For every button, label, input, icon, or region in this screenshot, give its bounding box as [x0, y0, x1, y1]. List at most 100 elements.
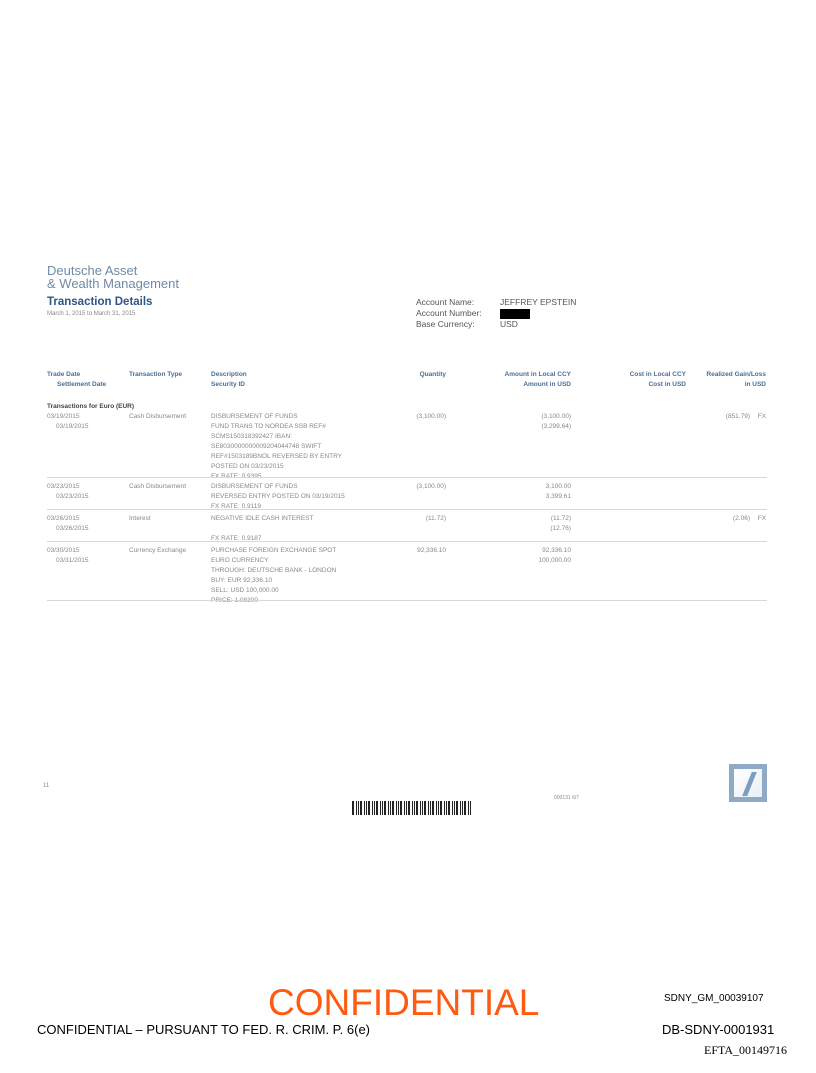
trade-date: 03/19/2015	[47, 413, 80, 420]
barcode-bar	[470, 801, 471, 815]
barcode-bar	[452, 801, 453, 815]
document-code: 000131 6/7	[554, 795, 580, 801]
page-title: Transaction Details	[47, 296, 153, 308]
col-header-description: Description Security ID	[211, 370, 247, 390]
barcode-bar	[462, 801, 463, 815]
description-line: SCMS150318392427 IBAN:	[211, 433, 292, 440]
description-line: SE8030000000009204044748 SWIFT	[211, 443, 322, 450]
amount-local: (3,100.00)	[541, 413, 571, 420]
quantity: (3,100.00)	[416, 413, 446, 420]
barcode-bar	[436, 801, 437, 815]
col-header-amount: Amount in Local CCY Amount in USD	[505, 370, 571, 390]
barcode-bar	[388, 801, 389, 815]
col-gain-line2: in USD	[744, 381, 766, 388]
barcode-bar	[376, 801, 378, 815]
row-divider	[47, 600, 767, 601]
description-line: SELL: USD 100,000.00	[211, 587, 279, 594]
barcode-bar	[424, 801, 426, 815]
barcode-bar	[352, 801, 354, 815]
barcode-bar	[356, 801, 357, 815]
section-title: Transactions for Euro (EUR)	[47, 403, 135, 410]
barcode-bar	[428, 801, 429, 815]
trade-date: 03/26/2015	[47, 515, 80, 522]
barcode-bar	[390, 801, 391, 815]
barcode-bar	[444, 801, 445, 815]
description-line: FX RATE: 0.9187	[211, 535, 262, 542]
brand-logo-text: Deutsche Asset & Wealth Management	[47, 264, 179, 290]
barcode-bar	[448, 801, 450, 815]
col-header-cost: Cost in Local CCY Cost in USD	[630, 370, 686, 390]
base-currency-label: Base Currency:	[416, 319, 475, 329]
barcode-bar	[460, 801, 461, 815]
col-description: Description	[211, 371, 247, 378]
row-divider	[47, 541, 767, 542]
barcode-bar	[440, 801, 442, 815]
settlement-date: 03/26/2015	[56, 525, 89, 532]
settlement-date: 03/31/2015	[56, 557, 89, 564]
barcode	[352, 801, 471, 815]
barcode-bar	[384, 801, 386, 815]
amount-local: (11.72)	[550, 515, 571, 522]
amount-usd: (3,299.64)	[541, 423, 571, 430]
barcode-bar	[360, 801, 362, 815]
amount-usd: 3,399.61	[545, 493, 571, 500]
col-transaction-type: Transaction Type	[129, 371, 182, 378]
realized-gain-loss: (851.79)	[725, 413, 750, 420]
settlement-date: 03/19/2015	[56, 423, 89, 430]
barcode-bar	[412, 801, 413, 815]
realized-gain-loss: (2.06)	[733, 515, 750, 522]
trade-date: 03/30/2015	[47, 547, 80, 554]
amount-local: 3,100.00	[545, 483, 571, 490]
col-settlement-date: Settlement Date	[57, 381, 107, 388]
account-number-redaction	[500, 308, 530, 319]
description-line: EURO CURRENCY	[211, 557, 269, 564]
gain-flag: FX	[757, 413, 766, 420]
transaction-type: Cash Disbursement	[129, 483, 187, 490]
barcode-bar	[400, 801, 402, 815]
col-trade-date: Trade Date	[47, 371, 81, 378]
barcode-bar	[358, 801, 359, 815]
description-line: PURCHASE FOREIGN EXCHANGE SPOT	[211, 547, 337, 554]
barcode-bar	[456, 801, 458, 815]
barcode-bar	[414, 801, 415, 815]
description-line: DISBURSEMENT OF FUNDS	[211, 413, 298, 420]
transaction-type: Interest	[129, 515, 151, 522]
settlement-date: 03/23/2015	[56, 493, 89, 500]
barcode-bar	[382, 801, 383, 815]
account-name-value: JEFFREY EPSTEIN	[500, 297, 577, 307]
barcode-bar	[398, 801, 399, 815]
bates-sdny-gm: SDNY_GM_00039107	[664, 993, 764, 1004]
barcode-bar	[380, 801, 381, 815]
col-amount-usd: Amount in USD	[523, 381, 571, 388]
gain-flag: FX	[757, 515, 766, 522]
brand-line-2: & Wealth Management	[47, 276, 179, 291]
pursuant-notice: CONFIDENTIAL – PURSUANT TO FED. R. CRIM.…	[37, 1022, 371, 1037]
transaction-type: Cash Disbursement	[129, 413, 187, 420]
description-line: FX RATE: 0.9395	[211, 472, 261, 482]
bates-db-sdny: DB-SDNY-0001931	[662, 1022, 775, 1037]
barcode-bar	[374, 801, 375, 815]
amount-local: 92,336.10	[542, 547, 571, 554]
amount-usd: 100,000.00	[538, 557, 571, 564]
barcode-bar	[422, 801, 423, 815]
barcode-bar	[364, 801, 365, 815]
quantity: 92,336.10	[417, 547, 446, 554]
quantity: (3,100.00)	[416, 483, 446, 490]
deutsche-bank-logo-icon	[729, 764, 767, 802]
base-currency-value: USD	[500, 319, 518, 329]
barcode-bar	[392, 801, 394, 815]
col-header-gain: Realized Gain/Loss in USD	[706, 370, 766, 390]
barcode-bar	[420, 801, 421, 815]
col-header-dates: Trade Date Settlement Date	[47, 370, 106, 390]
col-security-id: Security ID	[211, 381, 245, 388]
barcode-bar	[432, 801, 434, 815]
barcode-bar	[404, 801, 405, 815]
description-line: FUND TRANS TO NORDEA SSB REF#	[211, 423, 326, 430]
account-name-label: Account Name:	[416, 297, 475, 307]
transaction-type: Currency Exchange	[129, 547, 187, 554]
col-amount-local: Amount in Local CCY	[504, 371, 571, 378]
barcode-bar	[464, 801, 466, 815]
barcode-bar	[372, 801, 373, 815]
row-divider	[47, 509, 767, 510]
trade-date: 03/23/2015	[47, 483, 80, 490]
